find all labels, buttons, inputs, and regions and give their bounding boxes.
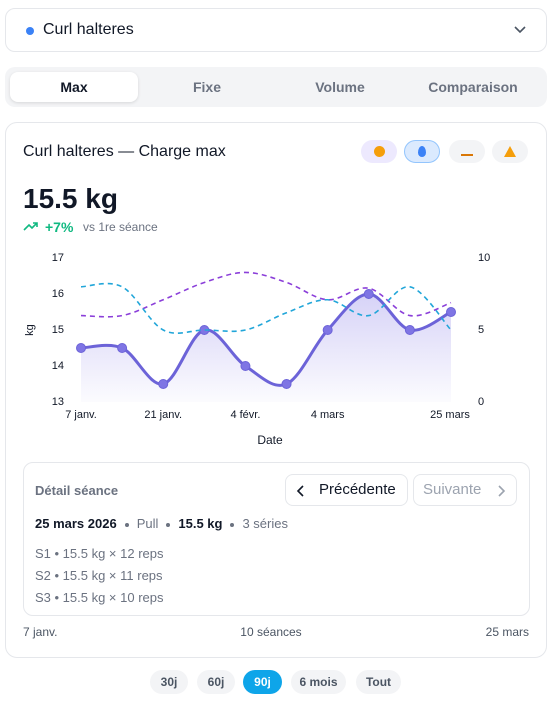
detail-title: Détail séance	[35, 483, 119, 498]
sets-count: 3 séries	[242, 516, 288, 531]
x-tick-label: 21 janv.	[144, 409, 182, 421]
point	[404, 325, 415, 335]
exercise-select[interactable]: Curl halteres	[5, 8, 547, 52]
next-label: Suivante	[423, 481, 482, 498]
detail-summary: 25 mars 2026 Pull 15.5 kg 3 séries	[35, 516, 288, 531]
tab[interactable]: Volume	[315, 79, 365, 95]
line	[80, 292, 452, 387]
y-tick-label: 13	[52, 396, 64, 408]
range-pill[interactable]: 30j	[150, 670, 188, 694]
date: 25 mars 2026	[35, 516, 117, 531]
sets: S1 • 15.5 kg × 12 reps S2 • 15.5 kg × 11 …	[35, 543, 164, 609]
detail	[23, 462, 530, 616]
tab[interactable]: Max	[10, 72, 138, 102]
y-tick-label: 17	[52, 252, 64, 264]
line	[80, 271, 452, 318]
x-tick-label: 4 mars	[311, 409, 345, 421]
y2-tick-label: 10	[478, 252, 490, 264]
point	[322, 325, 333, 335]
big-value: 15.5 kg	[23, 183, 118, 214]
y2-tick-label: 0	[478, 396, 484, 408]
tab[interactable]: Fixe	[192, 79, 221, 95]
icon-chip[interactable]	[449, 140, 485, 163]
y-tick-label: 14	[52, 360, 64, 372]
change: +7%	[45, 219, 74, 235]
session: Pull	[136, 516, 159, 531]
prev-label: Précédente	[319, 481, 396, 498]
card-title: Curl halteres — Charge max	[23, 143, 226, 160]
icon-chip[interactable]	[361, 140, 397, 163]
select-label: Curl halteres	[43, 21, 134, 38]
y2-tick-label: 5	[478, 324, 484, 336]
area	[81, 294, 451, 402]
x-tick-label: 4 févr.	[230, 409, 260, 421]
change-note: vs 1re séance	[83, 220, 158, 234]
point	[76, 343, 86, 353]
x-axis-label: Date	[257, 433, 283, 447]
y-axis-label: kg	[24, 324, 36, 336]
trend-icon	[23, 222, 38, 231]
footer-count: 10 séances	[240, 625, 302, 639]
icon-chip[interactable]	[404, 140, 440, 163]
set-line: S1 • 15.5 kg × 12 reps	[35, 546, 164, 561]
point	[281, 379, 292, 389]
prev-button[interactable]: Précédente	[285, 474, 408, 506]
y-tick-label: 16	[52, 288, 64, 300]
chevron	[514, 26, 526, 34]
y-tick-label: 15	[52, 324, 64, 336]
footer-end: 25 mars	[485, 625, 529, 639]
footer-start: 7 janv.	[23, 625, 58, 639]
tab[interactable]: Comparaison	[428, 79, 518, 95]
line	[80, 282, 452, 334]
x-tick-label: 7 janv.	[65, 409, 97, 421]
dot	[26, 27, 34, 35]
point	[158, 379, 169, 389]
set-line: S2 • 15.5 kg × 11 reps	[35, 568, 163, 583]
point	[117, 343, 128, 353]
range-pill[interactable]: Tout	[356, 670, 401, 694]
point	[240, 361, 251, 371]
range-pill[interactable]: 60j	[197, 670, 235, 694]
load: 15.5 kg	[178, 516, 223, 531]
set-line: S3 • 15.5 kg × 10 reps	[35, 590, 164, 605]
range-pill[interactable]: 6 mois	[291, 670, 346, 694]
x-tick-label: 25 mars	[430, 409, 470, 421]
point	[363, 289, 374, 299]
icon-chip[interactable]	[492, 140, 528, 163]
chart: kg Date 13 14 15 16 17 0 5 10 7 janv. 21 janv. 4 f…	[24, 252, 490, 447]
point	[446, 307, 456, 317]
range-pill[interactable]: 90j	[243, 670, 282, 694]
next-button[interactable]: Suivante	[413, 474, 517, 506]
tabs: Max Fixe Volume Comparaison	[5, 67, 547, 107]
